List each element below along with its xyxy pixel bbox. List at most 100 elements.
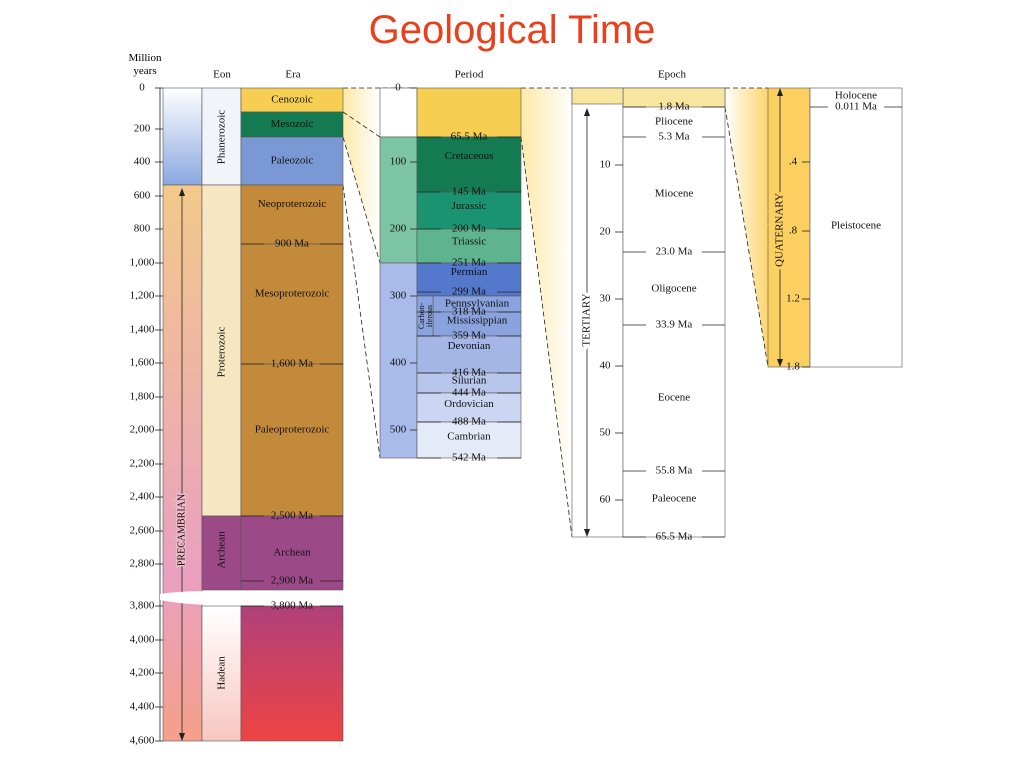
period-boundary: 542 Ma xyxy=(452,452,486,464)
block xyxy=(416,335,522,374)
block xyxy=(162,87,203,186)
period-boundary: 444 Ma xyxy=(452,387,486,399)
era-boundary: 900 Ma xyxy=(275,238,309,250)
arrow-head xyxy=(584,108,590,116)
period-label: Jurassic xyxy=(452,200,487,212)
epoch-boundary: 33.9 Ma xyxy=(656,319,693,331)
block xyxy=(571,87,624,538)
axis-label: 400 xyxy=(390,357,407,369)
era-label: Cenozoic xyxy=(271,94,313,106)
time-break xyxy=(160,591,345,605)
eon-label: Proterozoic xyxy=(216,327,228,378)
block xyxy=(240,87,344,113)
axis-label: 500 xyxy=(390,424,407,436)
era-label: Mesoproterozoic xyxy=(255,288,330,300)
axis-label: 800 xyxy=(134,223,151,235)
period-boundary: 416 Ma xyxy=(452,367,486,379)
block xyxy=(201,184,242,517)
axis-label: 2,600 xyxy=(130,525,155,537)
axis-label: 1,400 xyxy=(130,324,155,336)
axis-label: 1,000 xyxy=(130,257,155,269)
epoch-label: Eocene xyxy=(658,392,690,404)
epoch-boundary: 23.0 Ma xyxy=(656,246,693,258)
period-boundary: 318 Ma xyxy=(452,306,486,318)
precambrian-label: PRECAMBRIAN xyxy=(176,494,187,566)
block xyxy=(240,243,344,365)
epoch-boundary: 5.3 Ma xyxy=(658,131,689,143)
quaternary-label: QUATERNARY xyxy=(774,193,786,267)
block xyxy=(240,136,344,186)
axis-label: 3,800 xyxy=(130,600,155,612)
axis-label: 300 xyxy=(390,290,407,302)
arrow-head xyxy=(584,529,590,537)
epoch-label: Pleistocene xyxy=(831,220,881,232)
block xyxy=(416,392,522,423)
epoch-boundary: 65.5 Ma xyxy=(656,531,693,543)
carboniferous-label: iferous xyxy=(425,305,434,327)
period-label: Mississippian xyxy=(447,315,508,327)
block xyxy=(432,311,522,337)
axis-label: 4,000 xyxy=(130,634,155,646)
period-boundary: 251 Ma xyxy=(452,257,486,269)
header-era: Era xyxy=(285,69,300,81)
epoch-label: Pliocene xyxy=(655,116,693,128)
axis-label: 1.2 xyxy=(786,293,800,305)
era-label: Mesozoic xyxy=(271,118,314,130)
connector xyxy=(342,136,381,264)
connector-fill xyxy=(521,88,572,537)
axis-label: 0 xyxy=(139,82,145,94)
eon-label: Hadean xyxy=(216,656,228,690)
block xyxy=(416,421,522,459)
axis-label: 60 xyxy=(600,494,612,506)
connector-fill xyxy=(343,88,380,263)
axis-label: 1.8 xyxy=(786,361,800,373)
epoch-label: Oligocene xyxy=(651,283,696,295)
period-label: Devonian xyxy=(448,340,491,352)
period-boundary: 145 Ma xyxy=(452,186,486,198)
connector xyxy=(520,136,573,538)
block xyxy=(379,262,418,459)
period-label: Silurian xyxy=(452,375,487,387)
axis-label: 2,200 xyxy=(130,458,155,470)
axis-label: 1,200 xyxy=(130,290,155,302)
period-boundary: 200 Ma xyxy=(452,223,486,235)
arrow-head xyxy=(777,359,783,367)
epoch-label: Paleocene xyxy=(652,493,697,505)
period-label: Cretaceous xyxy=(445,150,494,162)
axis-label: 30 xyxy=(600,293,612,305)
axis-label: 1,800 xyxy=(130,391,155,403)
arrow-head xyxy=(179,188,185,196)
block xyxy=(240,363,344,517)
axis-label: 200 xyxy=(134,123,151,135)
connector xyxy=(724,106,769,368)
block xyxy=(162,184,203,742)
block xyxy=(416,228,522,264)
block xyxy=(201,87,242,186)
axis-label: 1,600 xyxy=(130,357,155,369)
axis-label: .4 xyxy=(789,156,798,168)
header-epoch: Epoch xyxy=(658,69,687,81)
arrow-head xyxy=(179,733,185,741)
arrow-head xyxy=(777,88,783,96)
period-label: Permian xyxy=(451,266,488,278)
block xyxy=(416,262,522,297)
axis-label: 4,600 xyxy=(130,735,155,747)
epoch-label: Miocene xyxy=(655,188,694,200)
period-boundary: 299 Ma xyxy=(452,286,486,298)
connector xyxy=(342,184,381,459)
block xyxy=(416,136,522,193)
era-label: Paleoproterozoic xyxy=(255,424,330,436)
block xyxy=(379,87,418,138)
period-label: Pennsylvanian xyxy=(445,298,510,310)
axis-label: 0 xyxy=(395,82,401,94)
header-period: Period xyxy=(455,69,484,81)
eon-label: Archean xyxy=(216,531,228,569)
period-label: Triassic xyxy=(452,236,487,248)
era-label: Archean xyxy=(273,547,311,559)
period-label: Ordovician xyxy=(444,398,494,410)
block xyxy=(240,184,344,245)
epoch-boundary: 55.8 Ma xyxy=(656,465,693,477)
block xyxy=(240,605,344,742)
axis-label: 400 xyxy=(134,156,151,168)
